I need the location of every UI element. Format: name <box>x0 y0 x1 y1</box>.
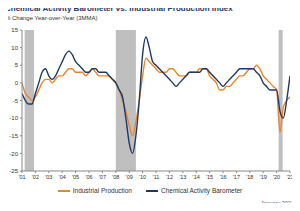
svg-text:'12: '12 <box>166 174 173 180</box>
html-text:% Change Year-over-Year (3MMA): % Change Year-over-Year (3MMA) <box>5 15 98 21</box>
svg-text:'20: '20 <box>273 174 280 180</box>
svg-text:15: 15 <box>11 27 18 33</box>
svg-text:'16: '16 <box>219 174 226 180</box>
svg-text:'21: '21 <box>286 174 292 180</box>
svg-text:5: 5 <box>15 62 19 68</box>
svg-text:'11: '11 <box>153 174 160 180</box>
html-text:Chemical Activity Barometer vs: Chemical Activity Barometer vs. Industri… <box>5 4 233 13</box>
svg-text:'17: '17 <box>233 174 240 180</box>
svg-text:-20: -20 <box>9 151 18 157</box>
html-text:Industrial Production: Industrial Production <box>72 187 132 194</box>
svg-text:'02: '02 <box>32 174 39 180</box>
svg-text:'05: '05 <box>72 174 79 180</box>
svg-text:'15: '15 <box>206 174 213 180</box>
svg-text:-5: -5 <box>13 98 19 104</box>
html-text:Chemical Activity Barometer: Chemical Activity Barometer <box>161 187 243 194</box>
svg-text:'06: '06 <box>85 174 92 180</box>
svg-text:0: 0 <box>15 80 19 86</box>
svg-text:'01: '01 <box>18 174 25 180</box>
svg-text:'14: '14 <box>193 174 200 180</box>
svg-text:'10: '10 <box>139 174 146 180</box>
svg-text:'04: '04 <box>59 174 66 180</box>
svg-text:-25: -25 <box>9 168 18 174</box>
html-text:January 2021: January 2021 <box>260 200 294 206</box>
svg-text:'09: '09 <box>126 174 133 180</box>
svg-text:'03: '03 <box>45 174 52 180</box>
svg-text:'13: '13 <box>179 174 186 180</box>
svg-text:'08: '08 <box>112 174 119 180</box>
svg-text:'18: '18 <box>246 174 253 180</box>
svg-text:-15: -15 <box>9 133 18 139</box>
svg-text:'19: '19 <box>260 174 267 180</box>
svg-text:-10: -10 <box>9 115 18 121</box>
svg-text:10: 10 <box>11 45 18 51</box>
svg-text:'07: '07 <box>99 174 106 180</box>
